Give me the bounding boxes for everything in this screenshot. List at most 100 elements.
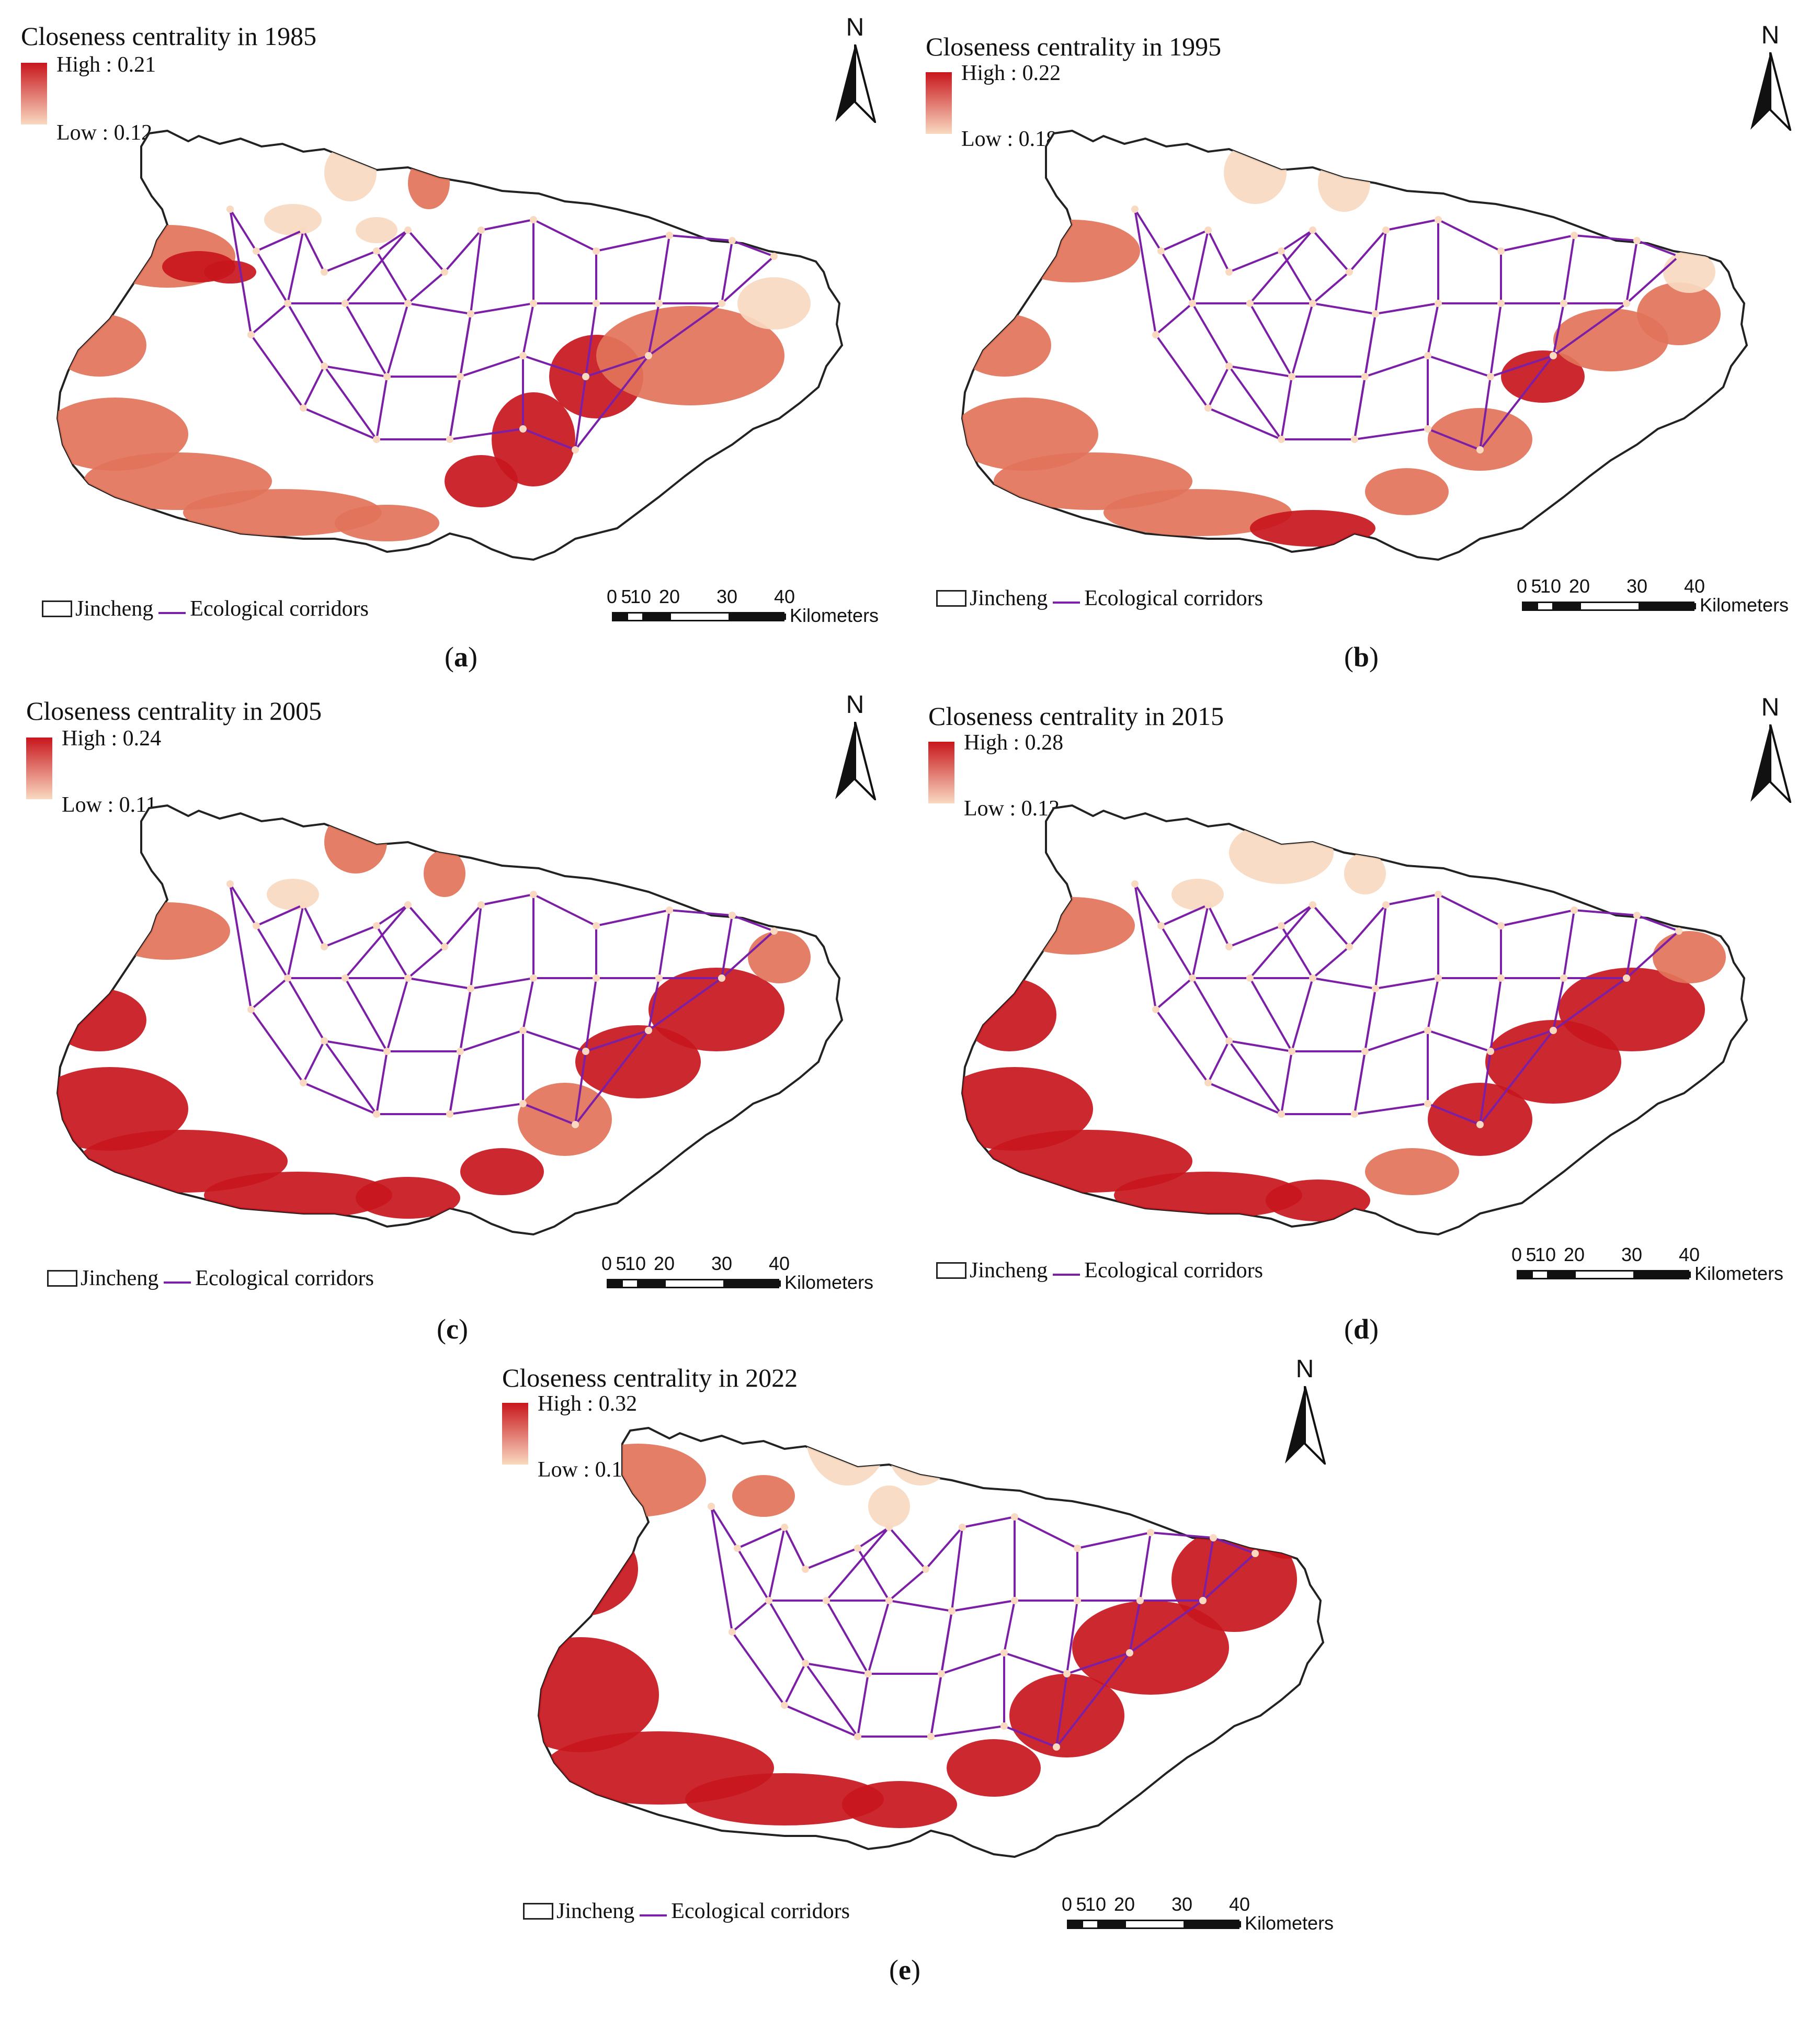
ecological-corridor: [1191, 230, 1209, 304]
corridor-node: [1225, 362, 1233, 370]
ramp-low-label: Low : 0.18: [961, 127, 1057, 151]
ecological-corridor: [596, 909, 670, 927]
corridor-label: Ecological corridors: [1084, 586, 1263, 610]
ecological-corridor: [250, 334, 304, 409]
corridor-node: [1309, 300, 1316, 307]
corridor-node: [734, 1545, 741, 1552]
source-patch: [685, 1773, 884, 1825]
corridor-node: [1550, 352, 1557, 359]
ramp-low-label: Low : 0.13: [964, 797, 1060, 821]
ecological-corridor: [1208, 1082, 1282, 1115]
corridor-node: [1675, 253, 1682, 260]
source-patch: [1171, 1527, 1297, 1632]
ecological-corridor: [1129, 1600, 1141, 1653]
corridor-node: [582, 1048, 589, 1055]
corridor-node: [1675, 927, 1682, 935]
source-patch: [1428, 408, 1532, 471]
ecological-corridor: [303, 407, 377, 440]
scale-tick-label: 30: [1621, 1244, 1643, 1265]
corridor-node: [441, 943, 448, 950]
source-patch: [183, 489, 382, 536]
scale-tick-label: 30: [1626, 575, 1648, 597]
corridor-node: [519, 1100, 527, 1107]
corridor-node: [582, 373, 589, 380]
scale-tick-label: 10: [1085, 1893, 1107, 1915]
north-letter: N: [1295, 1355, 1314, 1383]
map-key: Jincheng Ecological corridors: [936, 1258, 1263, 1283]
ecological-corridor: [407, 904, 446, 948]
corridor-node: [1435, 216, 1442, 223]
ecological-corridor: [470, 230, 482, 314]
boundary-swatch: [42, 600, 72, 617]
ecological-corridor: [1552, 302, 1628, 357]
corridor-node: [1424, 425, 1431, 433]
scale-tick-label: 0: [1511, 1244, 1522, 1265]
source-patch: [58, 989, 146, 1051]
scale-tick-label: 20: [1568, 575, 1590, 597]
ecological-corridor: [522, 355, 586, 378]
source-patch: [649, 968, 784, 1051]
ecological-corridor: [737, 1526, 785, 1549]
corridor-node: [1204, 226, 1212, 234]
ecological-corridor: [1280, 925, 1314, 979]
color-ramp: [926, 72, 952, 134]
ecological-corridor: [585, 1029, 649, 1052]
ecological-corridor: [1636, 240, 1679, 257]
ecological-corridor: [710, 1505, 738, 1549]
source-patch: [264, 204, 322, 235]
ecological-corridor: [1228, 365, 1292, 378]
corridor-node: [854, 1545, 861, 1552]
north-letter: N: [846, 14, 864, 41]
ecological-corridor: [731, 1600, 770, 1633]
ecological-corridor: [721, 915, 733, 979]
corridor-node: [467, 985, 474, 992]
corridor-node: [1074, 1597, 1081, 1604]
ecological-corridor: [1249, 303, 1293, 377]
ecological-corridor: [1213, 1537, 1256, 1555]
ecological-corridor: [1374, 230, 1387, 314]
north-letter: N: [1761, 21, 1780, 49]
corridor-node: [938, 1670, 945, 1677]
ecological-corridor: [1004, 1652, 1067, 1675]
ecological-corridor: [470, 904, 482, 989]
jincheng-boundary: [56, 804, 844, 1236]
ecological-corridor: [481, 893, 534, 906]
ecological-corridor: [256, 904, 304, 927]
scale-tick-label: 30: [1171, 1893, 1193, 1915]
ecological-corridor: [658, 235, 670, 304]
ecological-corridor: [1374, 904, 1387, 989]
corridor-node: [1435, 891, 1442, 898]
map-panel-e: Closeness centrality in 2022 High : 0.32…: [492, 1355, 1396, 2019]
color-ramp: [26, 738, 52, 799]
corridor-node: [708, 1503, 715, 1510]
scale-tick-label: 0: [601, 1253, 612, 1274]
ecological-corridor: [1348, 904, 1387, 948]
ecological-corridor: [1312, 302, 1376, 315]
corridor-node: [1346, 268, 1353, 276]
corridor-node: [284, 300, 291, 307]
ecological-corridor: [1004, 1725, 1057, 1748]
corridor-node: [519, 352, 527, 359]
ecological-corridor: [1228, 1040, 1292, 1052]
ecological-corridor: [783, 1527, 806, 1570]
ecological-corridor: [1055, 1652, 1131, 1748]
ecological-corridor: [287, 230, 304, 304]
jincheng-boundary: [56, 129, 844, 561]
ramp-high-label: High : 0.28: [964, 731, 1064, 755]
corridor-node: [300, 1079, 307, 1086]
panel-title: Closeness centrality in 2015: [928, 701, 1224, 731]
source-patch: [983, 1130, 1192, 1193]
corridor-node: [1204, 1079, 1212, 1086]
corridor-node: [321, 943, 328, 950]
corridor-node: [927, 1733, 935, 1740]
scale-tick-label: 40: [1678, 1244, 1700, 1265]
ecological-corridor: [376, 925, 409, 979]
ecological-corridor: [1055, 1673, 1068, 1748]
source-patch: [324, 144, 377, 201]
ecological-corridor: [805, 1662, 869, 1675]
ecological-corridor: [1552, 978, 1565, 1031]
ecological-corridor: [1150, 1532, 1214, 1539]
corridor-node: [1309, 226, 1316, 234]
corridor-node: [802, 1566, 809, 1573]
map-panel-d: Closeness centrality in 2015 High : 0.28…: [915, 685, 1820, 1349]
